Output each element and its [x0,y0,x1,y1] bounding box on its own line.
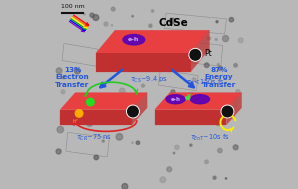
Text: CdSe: CdSe [159,18,188,28]
Circle shape [234,64,237,67]
Circle shape [221,105,234,118]
Circle shape [87,98,94,106]
Circle shape [189,49,201,61]
Circle shape [222,106,233,117]
Circle shape [84,14,85,15]
Circle shape [111,25,113,26]
Circle shape [151,10,154,12]
Circle shape [216,21,218,23]
Circle shape [174,49,176,50]
Circle shape [117,112,119,115]
Circle shape [94,155,99,160]
Circle shape [119,88,125,94]
Circle shape [142,84,145,87]
Polygon shape [226,93,242,125]
Circle shape [175,145,179,149]
Circle shape [75,110,83,117]
Circle shape [233,145,238,150]
Circle shape [57,126,63,133]
Circle shape [60,118,62,119]
Text: e⁻: e⁻ [84,93,90,98]
Circle shape [166,67,171,71]
Circle shape [218,66,222,70]
Polygon shape [60,93,147,110]
Circle shape [149,24,152,27]
Polygon shape [155,93,242,110]
Circle shape [63,77,65,79]
Polygon shape [155,110,226,125]
Circle shape [127,105,139,118]
Circle shape [190,50,201,60]
Circle shape [86,120,93,126]
Text: $\tau_{CS}$~9.4 ps: $\tau_{CS}$~9.4 ps [130,75,168,85]
Polygon shape [60,110,132,125]
Circle shape [116,134,123,140]
Circle shape [190,144,192,146]
Circle shape [56,68,62,74]
Polygon shape [132,93,147,125]
Circle shape [169,18,175,24]
Circle shape [236,90,240,94]
Polygon shape [96,30,209,53]
Circle shape [215,39,217,40]
Circle shape [93,15,99,20]
Circle shape [218,148,222,153]
Circle shape [132,15,134,17]
Circle shape [213,176,216,179]
Circle shape [238,38,243,43]
Circle shape [104,22,108,26]
Circle shape [179,52,184,57]
Circle shape [160,177,166,183]
Ellipse shape [123,35,145,45]
Circle shape [204,63,209,67]
Circle shape [204,113,211,120]
Text: h⁺: h⁺ [72,119,79,124]
Circle shape [66,114,69,117]
Circle shape [229,18,234,22]
Circle shape [128,106,138,117]
Text: $\tau_{CR}$~75 ns: $\tau_{CR}$~75 ns [76,133,112,143]
Circle shape [195,33,201,39]
Circle shape [90,13,94,17]
Circle shape [111,7,115,11]
Circle shape [61,90,65,94]
Circle shape [216,121,220,126]
Text: 87%
Energy
Transfer: 87% Energy Transfer [202,67,236,88]
Circle shape [102,103,105,107]
Circle shape [132,142,133,143]
Circle shape [205,160,208,163]
Polygon shape [191,30,209,72]
Circle shape [102,140,104,142]
Polygon shape [96,53,191,72]
Text: $\tau_{EnT}$~10s fs: $\tau_{EnT}$~10s fs [190,133,229,143]
Circle shape [56,149,61,154]
Text: 100 nm: 100 nm [60,4,84,9]
Circle shape [173,152,175,154]
Circle shape [203,99,205,102]
Text: $\tau_D$<150s fs: $\tau_D$<150s fs [186,78,225,88]
Circle shape [166,96,170,101]
Text: e-h: e-h [170,97,180,102]
Circle shape [207,37,210,40]
Circle shape [192,78,196,81]
Text: Pt: Pt [204,49,212,58]
Text: e-h: e-h [128,37,139,42]
Ellipse shape [166,95,185,104]
Text: 13%
Electron
Transfer: 13% Electron Transfer [55,67,90,88]
Ellipse shape [191,95,209,104]
Circle shape [225,178,227,179]
Circle shape [171,90,175,94]
Circle shape [74,68,80,74]
Circle shape [217,64,219,65]
Circle shape [122,184,128,189]
Circle shape [167,167,172,172]
Circle shape [136,141,140,144]
Circle shape [223,36,229,42]
